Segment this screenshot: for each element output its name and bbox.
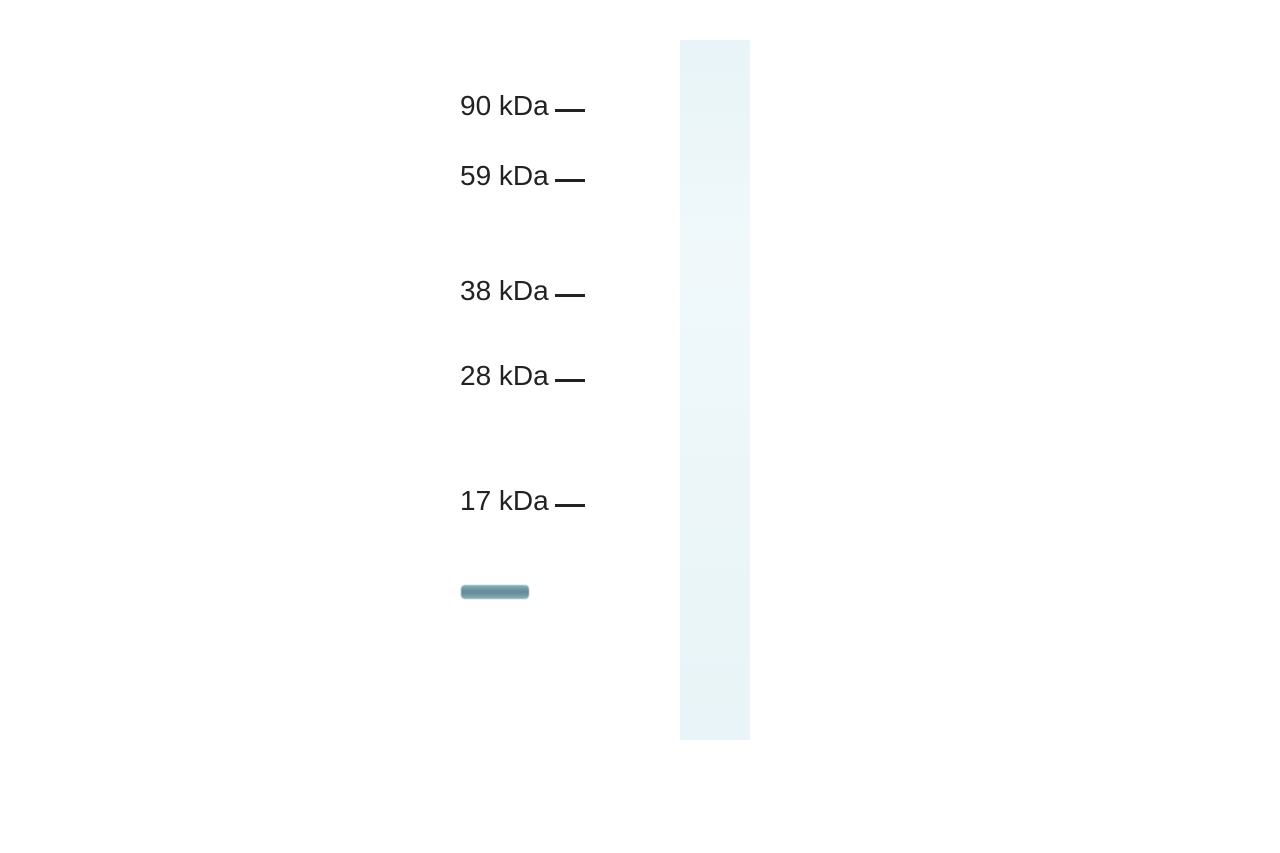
blot-lane: [680, 40, 750, 740]
marker-tick: [555, 109, 585, 112]
marker-label: 28 kDa: [460, 360, 549, 392]
marker-tick: [555, 294, 585, 297]
marker-label: 59 kDa: [460, 160, 549, 192]
western-blot-figure: 90 kDa 59 kDa 38 kDa 28 kDa 17 kDa: [460, 40, 800, 780]
marker-38kda: 38 kDa: [460, 275, 585, 307]
marker-label: 90 kDa: [460, 90, 549, 122]
marker-90kda: 90 kDa: [460, 90, 585, 122]
protein-band: [461, 585, 529, 599]
marker-28kda: 28 kDa: [460, 360, 585, 392]
marker-tick: [555, 179, 585, 182]
marker-17kda: 17 kDa: [460, 485, 585, 517]
marker-59kda: 59 kDa: [460, 160, 585, 192]
marker-tick: [555, 504, 585, 507]
marker-tick: [555, 379, 585, 382]
marker-label: 38 kDa: [460, 275, 549, 307]
marker-label: 17 kDa: [460, 485, 549, 517]
